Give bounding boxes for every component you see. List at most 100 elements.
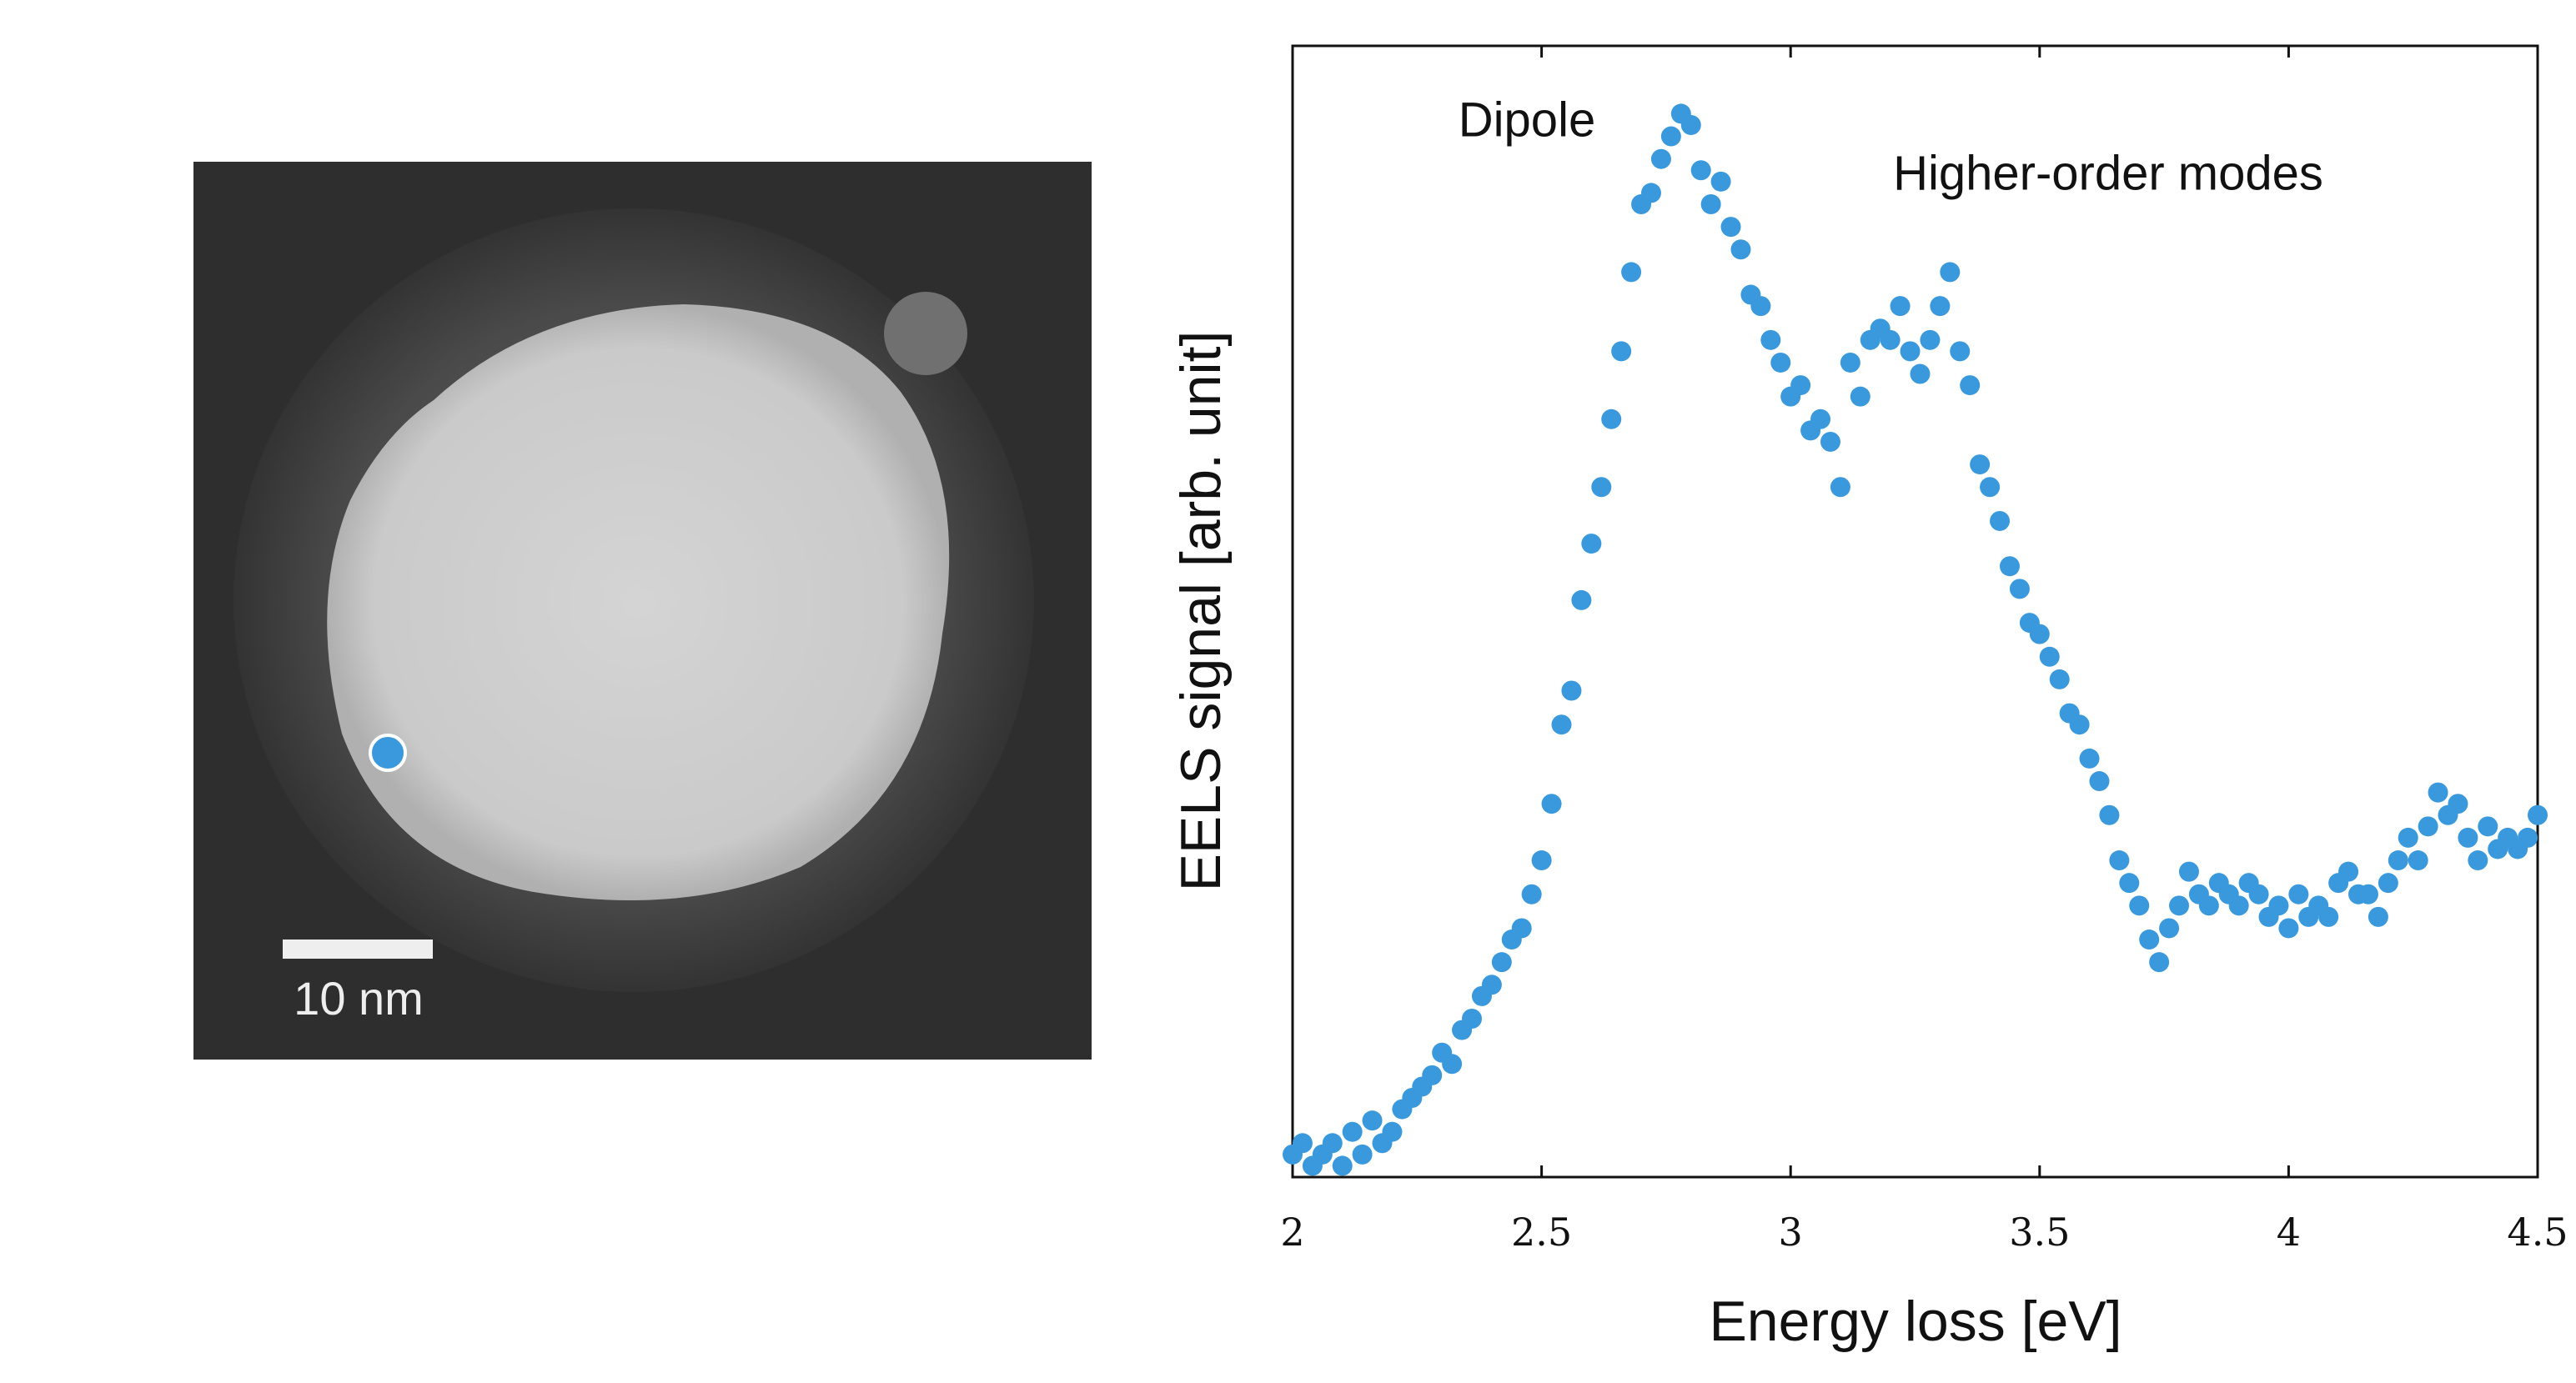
data-point bbox=[1850, 386, 1870, 407]
x-tick-label: 3 bbox=[1779, 1210, 1803, 1255]
data-point bbox=[1521, 884, 1542, 904]
data-point bbox=[1680, 114, 1701, 135]
data-point bbox=[2029, 624, 2050, 644]
data-point bbox=[2129, 895, 2150, 916]
data-point bbox=[2069, 714, 2090, 735]
data-point bbox=[2139, 930, 2160, 950]
data-point bbox=[1790, 375, 1811, 396]
x-axis-label: Energy loss [eV] bbox=[1709, 1290, 2122, 1353]
data-point bbox=[2268, 895, 2289, 916]
data-point bbox=[1970, 454, 1991, 475]
data-point bbox=[2388, 850, 2408, 871]
data-point bbox=[1730, 239, 1751, 260]
data-point bbox=[2448, 794, 2468, 814]
data-point bbox=[1511, 918, 1532, 939]
data-point bbox=[1541, 794, 1562, 814]
data-point bbox=[1650, 148, 1671, 169]
data-point bbox=[1322, 1133, 1343, 1154]
micrograph: 10 nm bbox=[193, 162, 1092, 1060]
scale-bar-label: 10 nm bbox=[294, 972, 424, 1025]
data-point bbox=[1660, 126, 1681, 147]
data-point bbox=[2408, 850, 2428, 871]
data-point bbox=[1481, 975, 1502, 995]
data-point bbox=[1890, 296, 1911, 317]
small-particle bbox=[884, 292, 967, 375]
data-point bbox=[1640, 183, 1661, 203]
data-point bbox=[2318, 906, 2339, 927]
data-point bbox=[1770, 352, 1791, 373]
data-point bbox=[1820, 431, 1840, 452]
data-point bbox=[2528, 804, 2548, 825]
data-point bbox=[2288, 884, 2309, 904]
data-point bbox=[1750, 296, 1771, 317]
data-point bbox=[2099, 804, 2120, 825]
data-point bbox=[1920, 329, 1941, 350]
data-point bbox=[1720, 217, 1741, 238]
data-point bbox=[1950, 341, 1971, 362]
data-point bbox=[2338, 861, 2359, 882]
data-point bbox=[1960, 375, 1981, 396]
data-point bbox=[2468, 850, 2488, 871]
data-point bbox=[2198, 895, 2219, 916]
data-point bbox=[2458, 827, 2478, 848]
data-point bbox=[2149, 952, 2170, 973]
x-tick-label: 4.5 bbox=[2507, 1210, 2568, 1255]
data-point bbox=[1352, 1144, 1373, 1165]
data-point bbox=[2518, 827, 2538, 848]
data-point bbox=[2418, 816, 2438, 837]
data-point bbox=[2079, 748, 2100, 769]
probe-position bbox=[369, 734, 407, 772]
data-point bbox=[1332, 1155, 1353, 1176]
data-point bbox=[1880, 329, 1901, 350]
data-point bbox=[1531, 850, 1552, 871]
data-point bbox=[1940, 262, 1961, 283]
data-point bbox=[1840, 352, 1860, 373]
data-point bbox=[1700, 193, 1721, 214]
data-point bbox=[1442, 1054, 1463, 1075]
x-tick-label: 4 bbox=[2277, 1210, 2301, 1255]
data-point bbox=[1980, 477, 2001, 498]
data-point bbox=[1710, 171, 1731, 192]
data-point bbox=[1900, 341, 1921, 362]
data-point bbox=[2159, 918, 2180, 939]
data-point bbox=[2009, 579, 2030, 599]
data-point bbox=[1382, 1121, 1403, 1142]
annotation: Higher-order modes bbox=[1893, 146, 2323, 200]
data-point bbox=[2109, 850, 2130, 871]
data-point bbox=[2169, 895, 2190, 916]
data-point bbox=[2378, 873, 2398, 894]
data-point bbox=[1930, 296, 1951, 317]
x-tick-label: 2 bbox=[1280, 1210, 1304, 1255]
data-point bbox=[1690, 160, 1711, 181]
data-point bbox=[1910, 363, 1931, 384]
data-point bbox=[2398, 827, 2418, 848]
data-point bbox=[2178, 861, 2199, 882]
data-point bbox=[1830, 477, 1850, 498]
data-point bbox=[1461, 1009, 1482, 1030]
data-point bbox=[1551, 714, 1572, 735]
chart: Energy loss [eV] EELS signal [arb. unit]… bbox=[1169, 44, 2568, 1353]
data-point bbox=[2248, 884, 2269, 904]
data-point bbox=[1342, 1121, 1363, 1142]
plot-frame bbox=[1291, 44, 2539, 1179]
x-tick-label: 3.5 bbox=[2009, 1210, 2070, 1255]
data-point bbox=[2278, 918, 2299, 939]
data-point bbox=[1362, 1110, 1383, 1131]
data-point bbox=[1581, 534, 1602, 554]
y-axis-label: EELS signal [arb. unit] bbox=[1169, 331, 1233, 892]
data-point bbox=[1601, 408, 1622, 429]
data-point bbox=[1422, 1065, 1443, 1085]
data-point bbox=[2089, 771, 2110, 792]
data-point bbox=[1561, 680, 1582, 701]
data-point bbox=[2049, 669, 2070, 689]
scale-bar bbox=[283, 940, 433, 959]
annotation: Dipole bbox=[1459, 93, 1595, 147]
particle bbox=[327, 304, 950, 900]
data-point bbox=[1760, 329, 1781, 350]
data-point bbox=[2039, 646, 2060, 667]
x-tick-label: 2.5 bbox=[1511, 1210, 1572, 1255]
data-point bbox=[2228, 895, 2249, 916]
data-point bbox=[1611, 341, 1632, 362]
